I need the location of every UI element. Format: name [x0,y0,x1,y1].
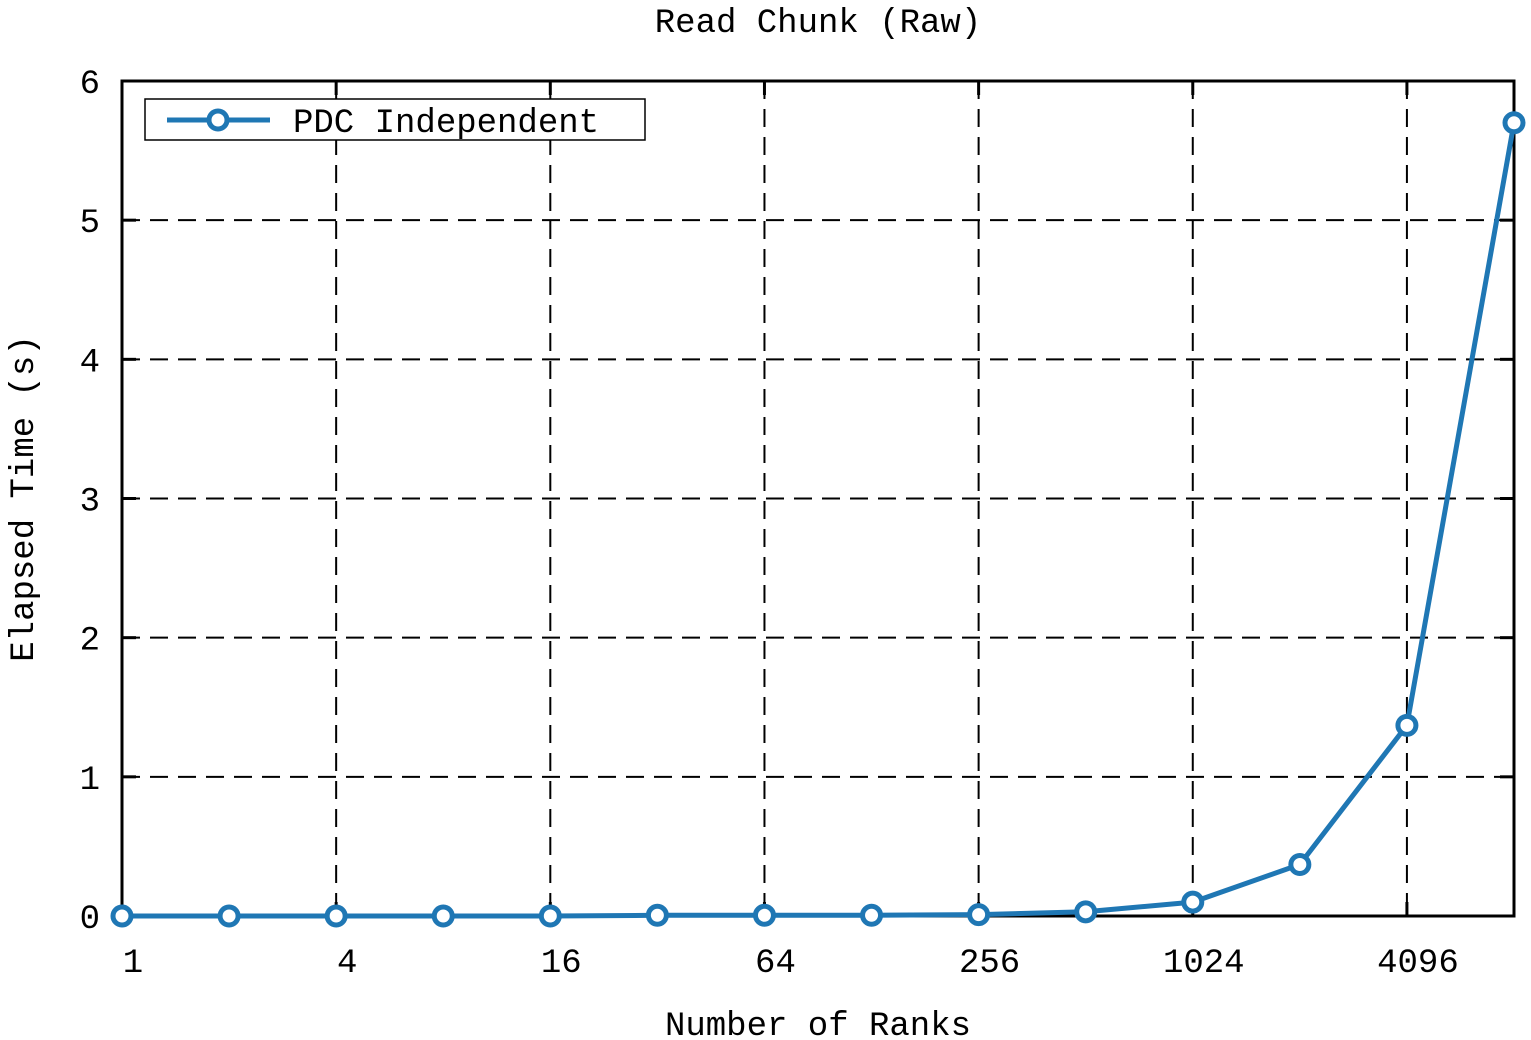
data-point [1502,111,1526,135]
x-axis-label: Number of Ranks [665,1008,971,1040]
x-tick-label: 1024 [1163,945,1245,983]
y-tick-label: 4 [80,344,100,382]
data-point [217,904,241,928]
data-point [645,903,669,927]
data-point [110,904,134,928]
data-point [1074,900,1098,924]
legend-marker-swatch [206,108,230,132]
legend-entry-label: PDC Independent [293,105,599,143]
y-axis-label: Elapsed Time (s) [6,335,44,661]
data-point [1181,890,1205,914]
data-point [967,903,991,927]
y-tick-label: 1 [80,762,100,800]
data-point [1395,713,1419,737]
chart-title: Read Chunk (Raw) [655,5,981,43]
x-tick-label: 4096 [1377,945,1459,983]
data-point [538,904,562,928]
x-tick-label: 256 [959,945,1020,983]
series-line [122,122,1517,919]
legend: PDC Independent [144,98,646,143]
series [110,111,1526,928]
x-tick-label: 16 [541,945,582,983]
data-point [1288,853,1312,877]
grid [122,81,1514,916]
y-tick-label: 5 [80,205,100,243]
y-tick-label: 0 [80,901,100,939]
x-tick-label: 64 [755,945,796,983]
y-tick-label: 2 [80,623,100,661]
data-point [324,904,348,928]
data-point [431,904,455,928]
y-tick-label: 3 [80,484,100,522]
x-tick-label: 4 [337,945,357,983]
y-tick-label: 6 [80,66,100,104]
data-point [752,903,776,927]
data-point [860,903,884,927]
x-tick-label: 1 [123,945,143,983]
